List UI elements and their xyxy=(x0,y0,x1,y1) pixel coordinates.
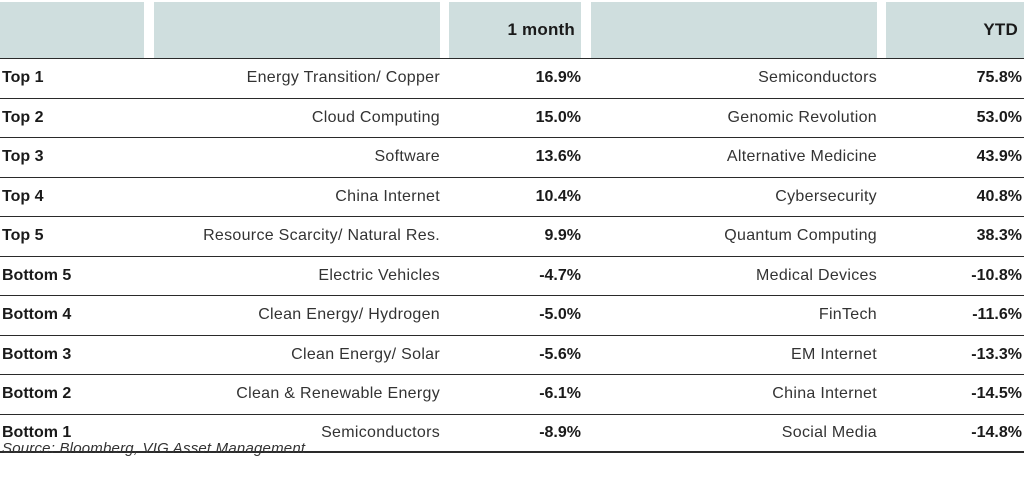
table-row: Top 2 Cloud Computing 15.0% Genomic Revolut… xyxy=(0,97,1024,138)
rank-label: Bottom 1 xyxy=(2,423,72,441)
table-row: Bottom 5 Electric Vehicles -4.7% Medical De… xyxy=(0,255,1024,296)
rank-label: Top 1 xyxy=(2,69,44,87)
1m-theme-cell: Cloud Computing xyxy=(311,108,440,126)
ytd-return-cell: -11.6% xyxy=(972,306,1022,324)
1m-return-cell: -6.1% xyxy=(539,385,581,403)
table-body: Top 1 Energy Transition/ Copper 16.9% Semic… xyxy=(0,58,1024,453)
table-row: Top 1 Energy Transition/ Copper 16.9% Semic… xyxy=(0,58,1024,98)
ytd-return-cell: -14.8% xyxy=(971,423,1022,441)
ytd-return-cell: -13.3% xyxy=(971,345,1022,363)
ytd-theme-cell: Alternative Medicine xyxy=(726,148,877,166)
1m-theme-cell: Electric Vehicles xyxy=(318,266,440,284)
1m-theme-cell: Energy Transition/ Copper xyxy=(246,69,440,87)
table-row: Bottom 2 Clean & Renewable Energy -6.1% Chi… xyxy=(0,374,1024,414)
1m-return-cell: -8.9% xyxy=(539,423,581,441)
ytd-theme-cell: Semiconductors xyxy=(758,69,877,87)
ytd-theme-cell: FinTech xyxy=(818,306,877,324)
1m-return-cell: 13.6% xyxy=(535,148,581,166)
rank-label: Bottom 3 xyxy=(2,345,72,363)
header-1-month: 1 month xyxy=(449,2,581,58)
rank-label: Top 3 xyxy=(2,148,44,166)
performance-table: 1 month YTD Top 1 Energy Transition/ Copp… xyxy=(0,0,1024,453)
ytd-return-cell: 43.9% xyxy=(976,148,1022,166)
1m-theme-cell: Clean & Renewable Energy xyxy=(236,385,440,403)
rank-label: Bottom 2 xyxy=(2,385,72,403)
1m-theme-cell: Resource Scarcity/ Natural Res. xyxy=(203,227,440,245)
rank-label: Top 4 xyxy=(2,187,44,205)
table-row: Bottom 3 Clean Energy/ Solar -5.6% EM Inter… xyxy=(0,334,1024,375)
1m-return-cell: -5.0% xyxy=(539,306,581,324)
1m-theme-cell: Semiconductors xyxy=(321,423,440,441)
ytd-return-cell: -10.8% xyxy=(971,266,1022,284)
1m-theme-cell: Clean Energy/ Hydrogen xyxy=(258,306,440,324)
ytd-theme-cell: Social Media xyxy=(781,423,877,441)
ytd-theme-cell: EM Internet xyxy=(790,345,877,363)
ytd-theme-cell: Medical Devices xyxy=(756,266,877,284)
1m-return-cell: 16.9% xyxy=(535,69,581,87)
ytd-return-cell: -14.5% xyxy=(971,385,1022,403)
1m-return-cell: 10.4% xyxy=(535,187,581,205)
rank-label: Bottom 5 xyxy=(2,266,72,284)
table-row: Top 3 Software 13.6% Alternative Medicine 43… xyxy=(0,137,1024,177)
1m-return-cell: -4.7% xyxy=(539,266,581,284)
rank-label: Top 2 xyxy=(2,108,44,126)
source-note: Source: Bloomberg, VIG Asset Management xyxy=(2,440,306,457)
ytd-theme-cell: Cybersecurity xyxy=(775,187,877,205)
1m-return-cell: 9.9% xyxy=(544,227,581,245)
ytd-theme-cell: China Internet xyxy=(772,385,877,403)
header-rank xyxy=(0,2,144,58)
ytd-return-cell: 53.0% xyxy=(976,108,1022,126)
header-1m-theme xyxy=(154,2,440,58)
1m-return-cell: 15.0% xyxy=(535,108,581,126)
ytd-return-cell: 40.8% xyxy=(976,187,1022,205)
table-row: Top 5 Resource Scarcity/ Natural Res. 9.9%… xyxy=(0,216,1024,256)
header-ytd: YTD xyxy=(886,2,1024,58)
1m-theme-cell: Clean Energy/ Solar xyxy=(291,345,440,363)
1m-theme-cell: China Internet xyxy=(335,187,440,205)
table-row: Bottom 4 Clean Energy/ Hydrogen -5.0% FinTe… xyxy=(0,295,1024,335)
table-row: Bottom 1 Semiconductors -8.9% Social Media -… xyxy=(0,413,1024,453)
rank-label: Top 5 xyxy=(2,227,44,245)
ytd-theme-cell: Quantum Computing xyxy=(724,227,877,245)
rank-label: Bottom 4 xyxy=(2,306,72,324)
ytd-theme-cell: Genomic Revolution xyxy=(727,108,877,126)
ytd-return-cell: 38.3% xyxy=(976,227,1022,245)
1m-return-cell: -5.6% xyxy=(539,345,581,363)
ytd-return-cell: 75.8% xyxy=(976,69,1022,87)
table-header: 1 month YTD xyxy=(0,0,1024,58)
1m-theme-cell: Software xyxy=(374,148,440,166)
table-row: Top 4 China Internet 10.4% Cybersecurity 40.… xyxy=(0,176,1024,217)
header-ytd-theme xyxy=(591,2,877,58)
